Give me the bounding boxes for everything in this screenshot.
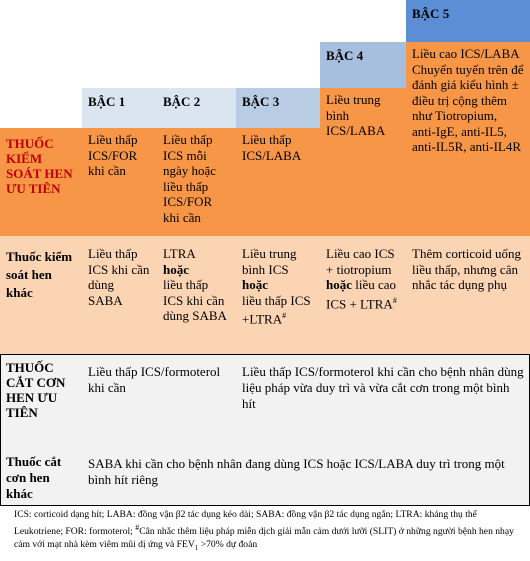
row2-level-2: LTRA hoặc liều thấp ICS khi cần dùng SAB… <box>157 236 236 354</box>
row2-level-3: Liều trung bình ICS hoặc liều thấp ICS +… <box>236 236 320 354</box>
row1-level-3: Liều thấp ICS/LABA <box>236 128 320 236</box>
divider-bottom <box>0 505 530 506</box>
row-preferred-reliever-head: THUỐC CẮT CƠN HEN ƯU TIÊN <box>0 354 82 450</box>
level-1-label: BẬC 1 <box>88 94 126 109</box>
level-1-header: BẬC 1 <box>82 88 157 128</box>
row1-level-5: Liều cao ICS/LABA Chuyển tuyến trên để đ… <box>406 42 530 236</box>
level-5-label: BẬC 5 <box>412 6 450 21</box>
row2-level-1: Liều thấp ICS khi cần dùng SABA <box>82 236 157 354</box>
row-other-controller-head: Thuốc kiểm soát hen khác <box>0 236 82 354</box>
level-4-label: BẬC 4 <box>326 48 364 63</box>
row2-level-5: Thêm corticoid uống liều thấp, nhưng cân… <box>406 236 530 354</box>
row3-level-3-5: Liều thấp ICS/formoterol khi cần cho bện… <box>236 354 530 450</box>
level-4-header: BẬC 4 <box>320 42 406 88</box>
row1-level-1: Liều thấp ICS/FOR khi cần <box>82 128 157 236</box>
row-other-reliever-head: Thuốc cắt cơn hen khác <box>0 450 82 506</box>
level-2-header: BẬC 2 <box>157 88 236 128</box>
row3-level-1-2: Liều thấp ICS/formoterol khi cần <box>82 354 236 450</box>
level-3-label: BẬC 3 <box>242 94 280 109</box>
row-preferred-controller-head: THUỐC KIỂM SOÁT HEN ƯU TIÊN <box>0 128 82 236</box>
level-2-label: BẬC 2 <box>163 94 201 109</box>
footnote: ICS: corticoid dạng hít; LABA: đồng vận … <box>14 509 514 553</box>
row1-level-4: Liều trung bình ICS/LABA <box>320 88 406 236</box>
level-5-header: BẬC 5 <box>406 0 530 42</box>
row2-level-4: Liều cao ICS + tiotropium hoặc liều cao … <box>320 236 406 354</box>
row4-all-levels: SABA khi cần cho bệnh nhân đang dùng ICS… <box>82 450 530 506</box>
row1-level-2: Liều thấp ICS mỗi ngày hoặc liều thấp IC… <box>157 128 236 236</box>
divider-row3-top <box>0 354 530 355</box>
divider-left <box>0 354 1 506</box>
level-3-header: BẬC 3 <box>236 88 320 128</box>
